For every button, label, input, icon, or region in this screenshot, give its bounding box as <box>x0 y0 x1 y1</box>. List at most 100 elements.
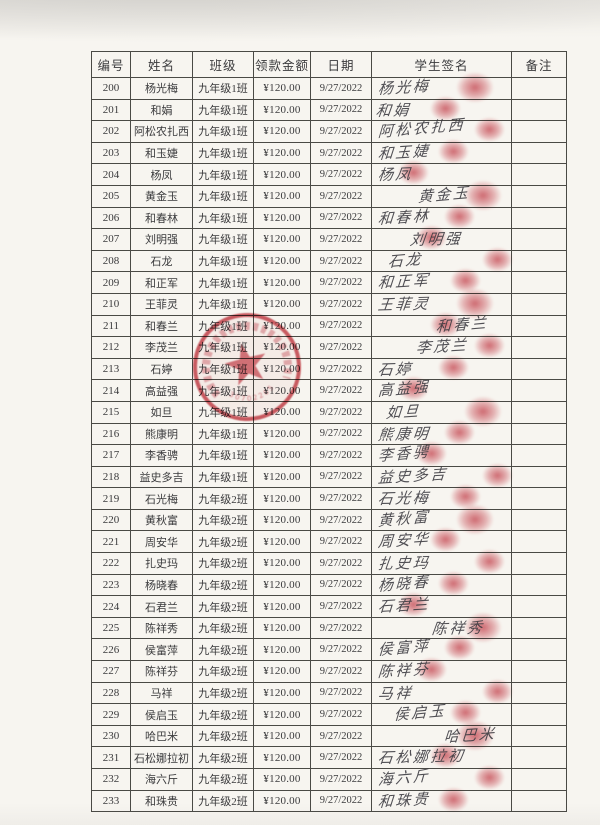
cell-signature: 侯启玉 <box>371 700 512 726</box>
fingerprint-stamp <box>430 95 461 121</box>
cell-amount: ¥120.00 <box>253 98 311 122</box>
cell-name: 黄秋富 <box>130 508 193 532</box>
cell-number: 228 <box>91 681 131 705</box>
cell-class: 九年级2班 <box>192 681 254 705</box>
cell-class: 九年级2班 <box>192 724 254 748</box>
table-row: 203 和玉婕 九年级1班 ¥120.00 9/27/2022 和玉婕 <box>91 138 567 165</box>
cell-amount: ¥120.00 <box>253 271 311 294</box>
fingerprint-stamp <box>438 354 469 380</box>
cell-date: 9/27/2022 <box>310 573 372 597</box>
fingerprint-stamp <box>474 765 505 790</box>
cell-name: 杨凤 <box>130 163 193 186</box>
table-row: 221 周安华 九年级2班 ¥120.00 9/27/2022 周安华 <box>91 527 567 554</box>
cell-signature: 杨光梅 <box>371 72 512 103</box>
cell-remark <box>511 530 567 554</box>
table-row: 206 和春林 九年级1班 ¥120.00 9/27/2022 和春林 <box>91 203 567 230</box>
cell-signature: 和珠贵 <box>371 786 512 813</box>
table-row: 209 和正军 九年级1班 ¥120.00 9/27/2022 和正军 <box>91 268 567 294</box>
cell-amount: ¥120.00 <box>253 681 311 705</box>
handwritten-signature: 王菲灵 <box>376 294 432 314</box>
handwritten-signature: 陈祥芬 <box>377 659 432 682</box>
fingerprint-stamp <box>398 376 429 402</box>
cell-remark <box>511 638 567 662</box>
table-row: 224 石君兰 九年级2班 ¥120.00 9/27/2022 石君兰 <box>91 592 567 618</box>
cell-class: 九年级2班 <box>192 789 254 813</box>
handwritten-signature: 陈祥秀 <box>430 618 486 638</box>
cell-remark <box>511 314 567 338</box>
cell-class: 九年级1班 <box>192 120 254 143</box>
cell-name: 刘明强 <box>130 228 193 251</box>
table-row: 201 和娟 九年级1班 ¥120.00 9/27/2022 和娟 <box>91 95 567 122</box>
cell-remark <box>511 746 567 769</box>
cell-amount: ¥120.00 <box>253 703 311 726</box>
cell-remark <box>511 616 567 640</box>
table-row: 218 益史多吉 九年级1班 ¥120.00 9/27/2022 益史多吉 <box>91 462 567 489</box>
fingerprint-stamp <box>430 311 461 337</box>
cell-remark <box>511 724 567 748</box>
cell-signature: 海六斤 <box>371 765 512 791</box>
cell-amount: ¥120.00 <box>253 444 311 467</box>
table-row: 210 王菲灵 九年级1班 ¥120.00 9/27/2022 王菲灵 <box>91 287 567 319</box>
cell-date: 9/27/2022 <box>310 314 372 338</box>
cell-signature: 黄金玉 <box>371 179 512 211</box>
table-row: 215 如旦 九年级1班 ¥120.00 9/27/2022 如旦 <box>91 395 567 427</box>
cell-amount: ¥120.00 <box>253 141 311 165</box>
col-header-amount: 领款金额 <box>253 51 311 78</box>
table-row: 212 李茂兰 九年级1班 ¥120.00 9/27/2022 李茂兰 <box>91 333 567 359</box>
cell-remark <box>511 271 567 294</box>
cell-name: 哈巴米 <box>130 724 193 748</box>
handwritten-signature: 黄金玉 <box>417 183 471 207</box>
cell-remark <box>511 573 567 597</box>
cell-number: 219 <box>91 487 131 510</box>
cell-class: 九年级1班 <box>192 184 254 208</box>
cell-signature: 扎史玛 <box>371 549 512 575</box>
cell-signature: 石婷 <box>371 354 512 381</box>
cell-remark <box>511 292 567 316</box>
cell-name: 杨光梅 <box>130 77 193 100</box>
cell-signature: 陈祥芬 <box>371 657 512 683</box>
cell-number: 220 <box>91 508 131 532</box>
cell-amount: ¥120.00 <box>253 724 311 748</box>
cell-date: 9/27/2022 <box>310 379 372 402</box>
col-header-number: 编号 <box>91 51 131 78</box>
cell-amount: ¥120.00 <box>253 228 311 251</box>
fingerprint-stamp <box>444 203 475 229</box>
handwritten-signature: 石龙 <box>387 249 424 271</box>
fingerprint-stamp <box>398 592 429 618</box>
cell-class: 九年级2班 <box>192 660 254 683</box>
fingerprint-stamp <box>456 72 494 103</box>
cell-date: 9/27/2022 <box>310 595 372 618</box>
table-row: 228 马祥 九年级2班 ¥120.00 9/27/2022 马祥 <box>91 678 567 705</box>
cell-number: 214 <box>91 379 131 402</box>
cell-remark <box>511 703 567 726</box>
col-header-remark: 备注 <box>511 51 567 78</box>
cell-date: 9/27/2022 <box>310 249 372 273</box>
table-row: 202 阿松农扎西 九年级1班 ¥120.00 9/27/2022 阿松农扎西 <box>91 115 567 143</box>
cell-number: 205 <box>91 184 131 208</box>
cell-remark <box>511 660 567 683</box>
cell-name: 扎史玛 <box>130 552 193 575</box>
cell-date: 9/27/2022 <box>310 789 372 813</box>
cell-remark <box>511 379 567 402</box>
table-row: 223 杨晓春 九年级2班 ¥120.00 9/27/2022 杨晓春 <box>91 570 567 597</box>
cell-name: 石婷 <box>130 357 193 381</box>
cell-name: 熊康明 <box>130 422 193 446</box>
cell-name: 马祥 <box>130 681 193 705</box>
cell-remark <box>511 681 567 705</box>
fingerprint-stamp <box>474 333 505 359</box>
cell-date: 9/27/2022 <box>310 552 372 575</box>
fingerprint-stamp <box>438 138 469 164</box>
cell-number: 230 <box>91 724 131 748</box>
handwritten-signature: 和春兰 <box>435 312 489 336</box>
table-row: 226 侯富萍 九年级2班 ¥120.00 9/27/2022 侯富萍 <box>91 635 567 662</box>
cell-signature: 杨晓春 <box>371 570 512 597</box>
handwritten-signature: 侯富萍 <box>377 636 431 660</box>
cell-signature: 石光梅 <box>371 484 512 510</box>
cell-number: 212 <box>91 336 131 359</box>
cell-date: 9/27/2022 <box>310 228 372 251</box>
seal-star-icon <box>224 343 266 386</box>
cell-remark <box>511 228 567 251</box>
cell-number: 201 <box>91 98 131 122</box>
cell-signature: 和春林 <box>371 203 512 230</box>
cell-remark <box>511 98 567 122</box>
